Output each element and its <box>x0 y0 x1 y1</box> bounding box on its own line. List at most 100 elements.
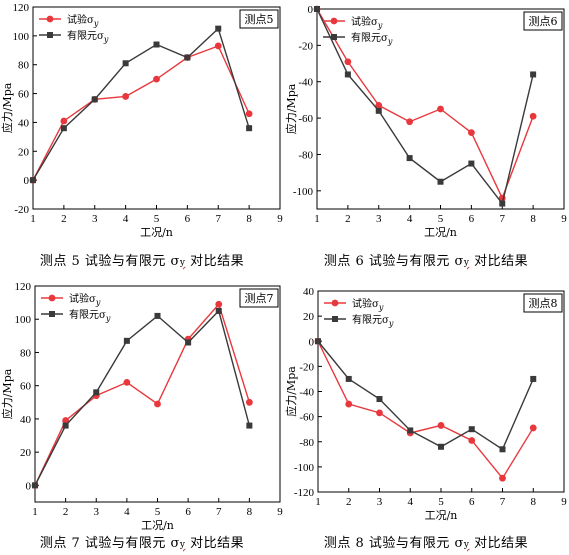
y-tick-label: 40 <box>303 286 315 298</box>
series-line-fem <box>34 309 251 486</box>
data-point-fem <box>407 427 414 434</box>
legend-label: 试验σy <box>352 297 384 312</box>
y-tick-label: -20 <box>14 204 29 216</box>
x-axis-title: 工况/n <box>425 509 458 522</box>
data-point-test <box>123 378 131 386</box>
x-tick-label: 4 <box>408 496 414 508</box>
y-tick-label: -120 <box>294 487 315 499</box>
x-tick-label: 6 <box>185 213 191 225</box>
data-point-fem <box>246 125 253 132</box>
y-tick-label: -40 <box>299 387 314 399</box>
data-point-test <box>375 101 383 109</box>
x-tick-label: 9 <box>561 496 567 508</box>
data-point-test <box>376 409 383 417</box>
data-point-test <box>468 437 476 444</box>
x-tick-label: 8 <box>246 213 252 225</box>
chart-caption: 测点 8 试验与有限元 σy 对比结果 <box>284 532 568 551</box>
caption-subscript: y <box>463 258 470 268</box>
x-tick-label: 5 <box>438 496 444 508</box>
y-tick-label: -60 <box>298 113 313 125</box>
x-tick-label: 6 <box>185 506 191 518</box>
x-tick-label: 9 <box>277 506 283 518</box>
caption-subscript: y <box>179 258 186 268</box>
data-point-fem <box>530 71 537 78</box>
data-point-test <box>60 117 68 125</box>
y-tick-label: 80 <box>18 60 30 72</box>
data-point-fem <box>91 96 98 103</box>
y-tick-label: 40 <box>18 117 30 129</box>
x-tick-label: 2 <box>63 506 69 518</box>
x-tick-label: 7 <box>500 213 506 225</box>
caption-tail: 对比结果 <box>185 254 245 269</box>
chart-panel-point-8: 1 2 3 4 5 6 7 8 9 -120 -100 -80 -60 -40 -20 0 20 40 工况/n 应力… <box>284 277 568 554</box>
legend-marker-square <box>331 34 337 40</box>
data-point-test <box>122 93 130 100</box>
x-tick-label: 6 <box>469 496 475 508</box>
x-tick-label: 2 <box>61 213 67 225</box>
data-point-test <box>154 400 161 408</box>
series-line-test <box>32 45 250 181</box>
data-point-test <box>467 129 475 137</box>
x-tick-label: 1 <box>30 213 36 225</box>
data-point-test <box>62 417 70 424</box>
x-tick-label: 7 <box>500 496 506 508</box>
y-tick-label: 20 <box>20 447 32 459</box>
legend-marker-circle <box>46 15 54 23</box>
series-line-test <box>316 8 534 200</box>
data-point-test <box>245 110 253 118</box>
series-line-fem <box>316 8 534 206</box>
x-tick-label: 4 <box>407 213 413 225</box>
legend-marker-circle <box>330 17 338 25</box>
data-point-fem <box>215 25 222 32</box>
legend-marker-circle <box>331 299 339 307</box>
caption-subscript: y <box>179 540 186 550</box>
data-point-fem <box>122 60 129 67</box>
data-point-test <box>499 474 506 482</box>
x-tick-label: 3 <box>377 496 383 508</box>
x-tick-label: 3 <box>94 506 100 518</box>
series-line-test <box>34 302 251 486</box>
y-tick-label: 40 <box>20 414 32 426</box>
y-tick-label: 20 <box>18 146 30 158</box>
y-tick-label: -60 <box>299 412 314 424</box>
chart-svg-point-5: 1 2 3 4 5 6 7 8 9 -20 0 20 40 60 80 100 120 工况/n 应力/Mpa 试验σ… <box>0 2 283 239</box>
data-point-test <box>529 424 537 432</box>
caption-tail: 对比结果 <box>185 536 245 551</box>
data-point-test <box>215 300 223 308</box>
data-point-fem <box>345 375 352 382</box>
x-tick-label: 7 <box>216 213 222 225</box>
x-tick-label: 4 <box>123 213 129 225</box>
x-tick-label: 7 <box>216 506 222 518</box>
measure-point-box <box>239 288 279 308</box>
chart-svg-point-7: 1 2 3 4 5 6 7 8 9 0 20 40 60 80 100 120 工况/n 应力/Mpa 试验σy有限… <box>0 281 283 532</box>
measure-point-label: 测点7 <box>245 292 274 305</box>
data-point-fem <box>468 160 475 167</box>
caption-tail: 对比结果 <box>469 536 529 551</box>
data-point-test <box>437 422 445 429</box>
measure-point-label: 测点5 <box>245 13 274 26</box>
y-tick-label: 100 <box>13 31 30 43</box>
chart-panel-point-5: 1 2 3 4 5 6 7 8 9 -20 0 20 40 60 80 100 120 工况/n 应力/Mpa 试验σ… <box>0 0 284 277</box>
x-tick-label: 5 <box>438 213 444 225</box>
data-point-test <box>437 105 444 113</box>
y-tick-label: -80 <box>299 437 314 449</box>
legend-marker-circle <box>48 294 56 302</box>
data-point-fem <box>375 107 382 114</box>
data-point-fem <box>437 178 444 185</box>
series-line-fem <box>317 340 534 451</box>
x-tick-label: 8 <box>530 213 536 225</box>
legend-label: 有限元σy <box>351 31 393 46</box>
legend-label: 有限元σy <box>67 29 109 44</box>
caption-text: 测点 5 试验与有限元 σ <box>39 254 180 269</box>
chart-panel-point-7: 1 2 3 4 5 6 7 8 9 0 20 40 60 80 100 120 工况/n 应力/Mpa 试验σy 有限… <box>0 277 284 554</box>
y-tick-label: 20 <box>303 311 315 323</box>
x-axis-title: 工况/n <box>424 226 457 239</box>
data-point-fem <box>154 312 161 319</box>
chart-svg-point-8: 1 2 3 4 5 6 7 8 9 -120 -100 -80 -60 -40 -20 0 20 40 工况/n 应力… <box>284 286 567 522</box>
measure-point-box <box>239 9 279 29</box>
chart-panel-point-6: 1 2 3 4 5 6 7 8 9 -100 -80 -60 -40 -20 0 工况/n 应力/Mpa 试验σy… <box>284 0 568 277</box>
caption-text: 测点 8 试验与有限元 σ <box>323 536 464 551</box>
data-point-test <box>345 400 353 408</box>
legend-marker-square <box>47 32 53 38</box>
data-point-fem <box>246 422 253 429</box>
